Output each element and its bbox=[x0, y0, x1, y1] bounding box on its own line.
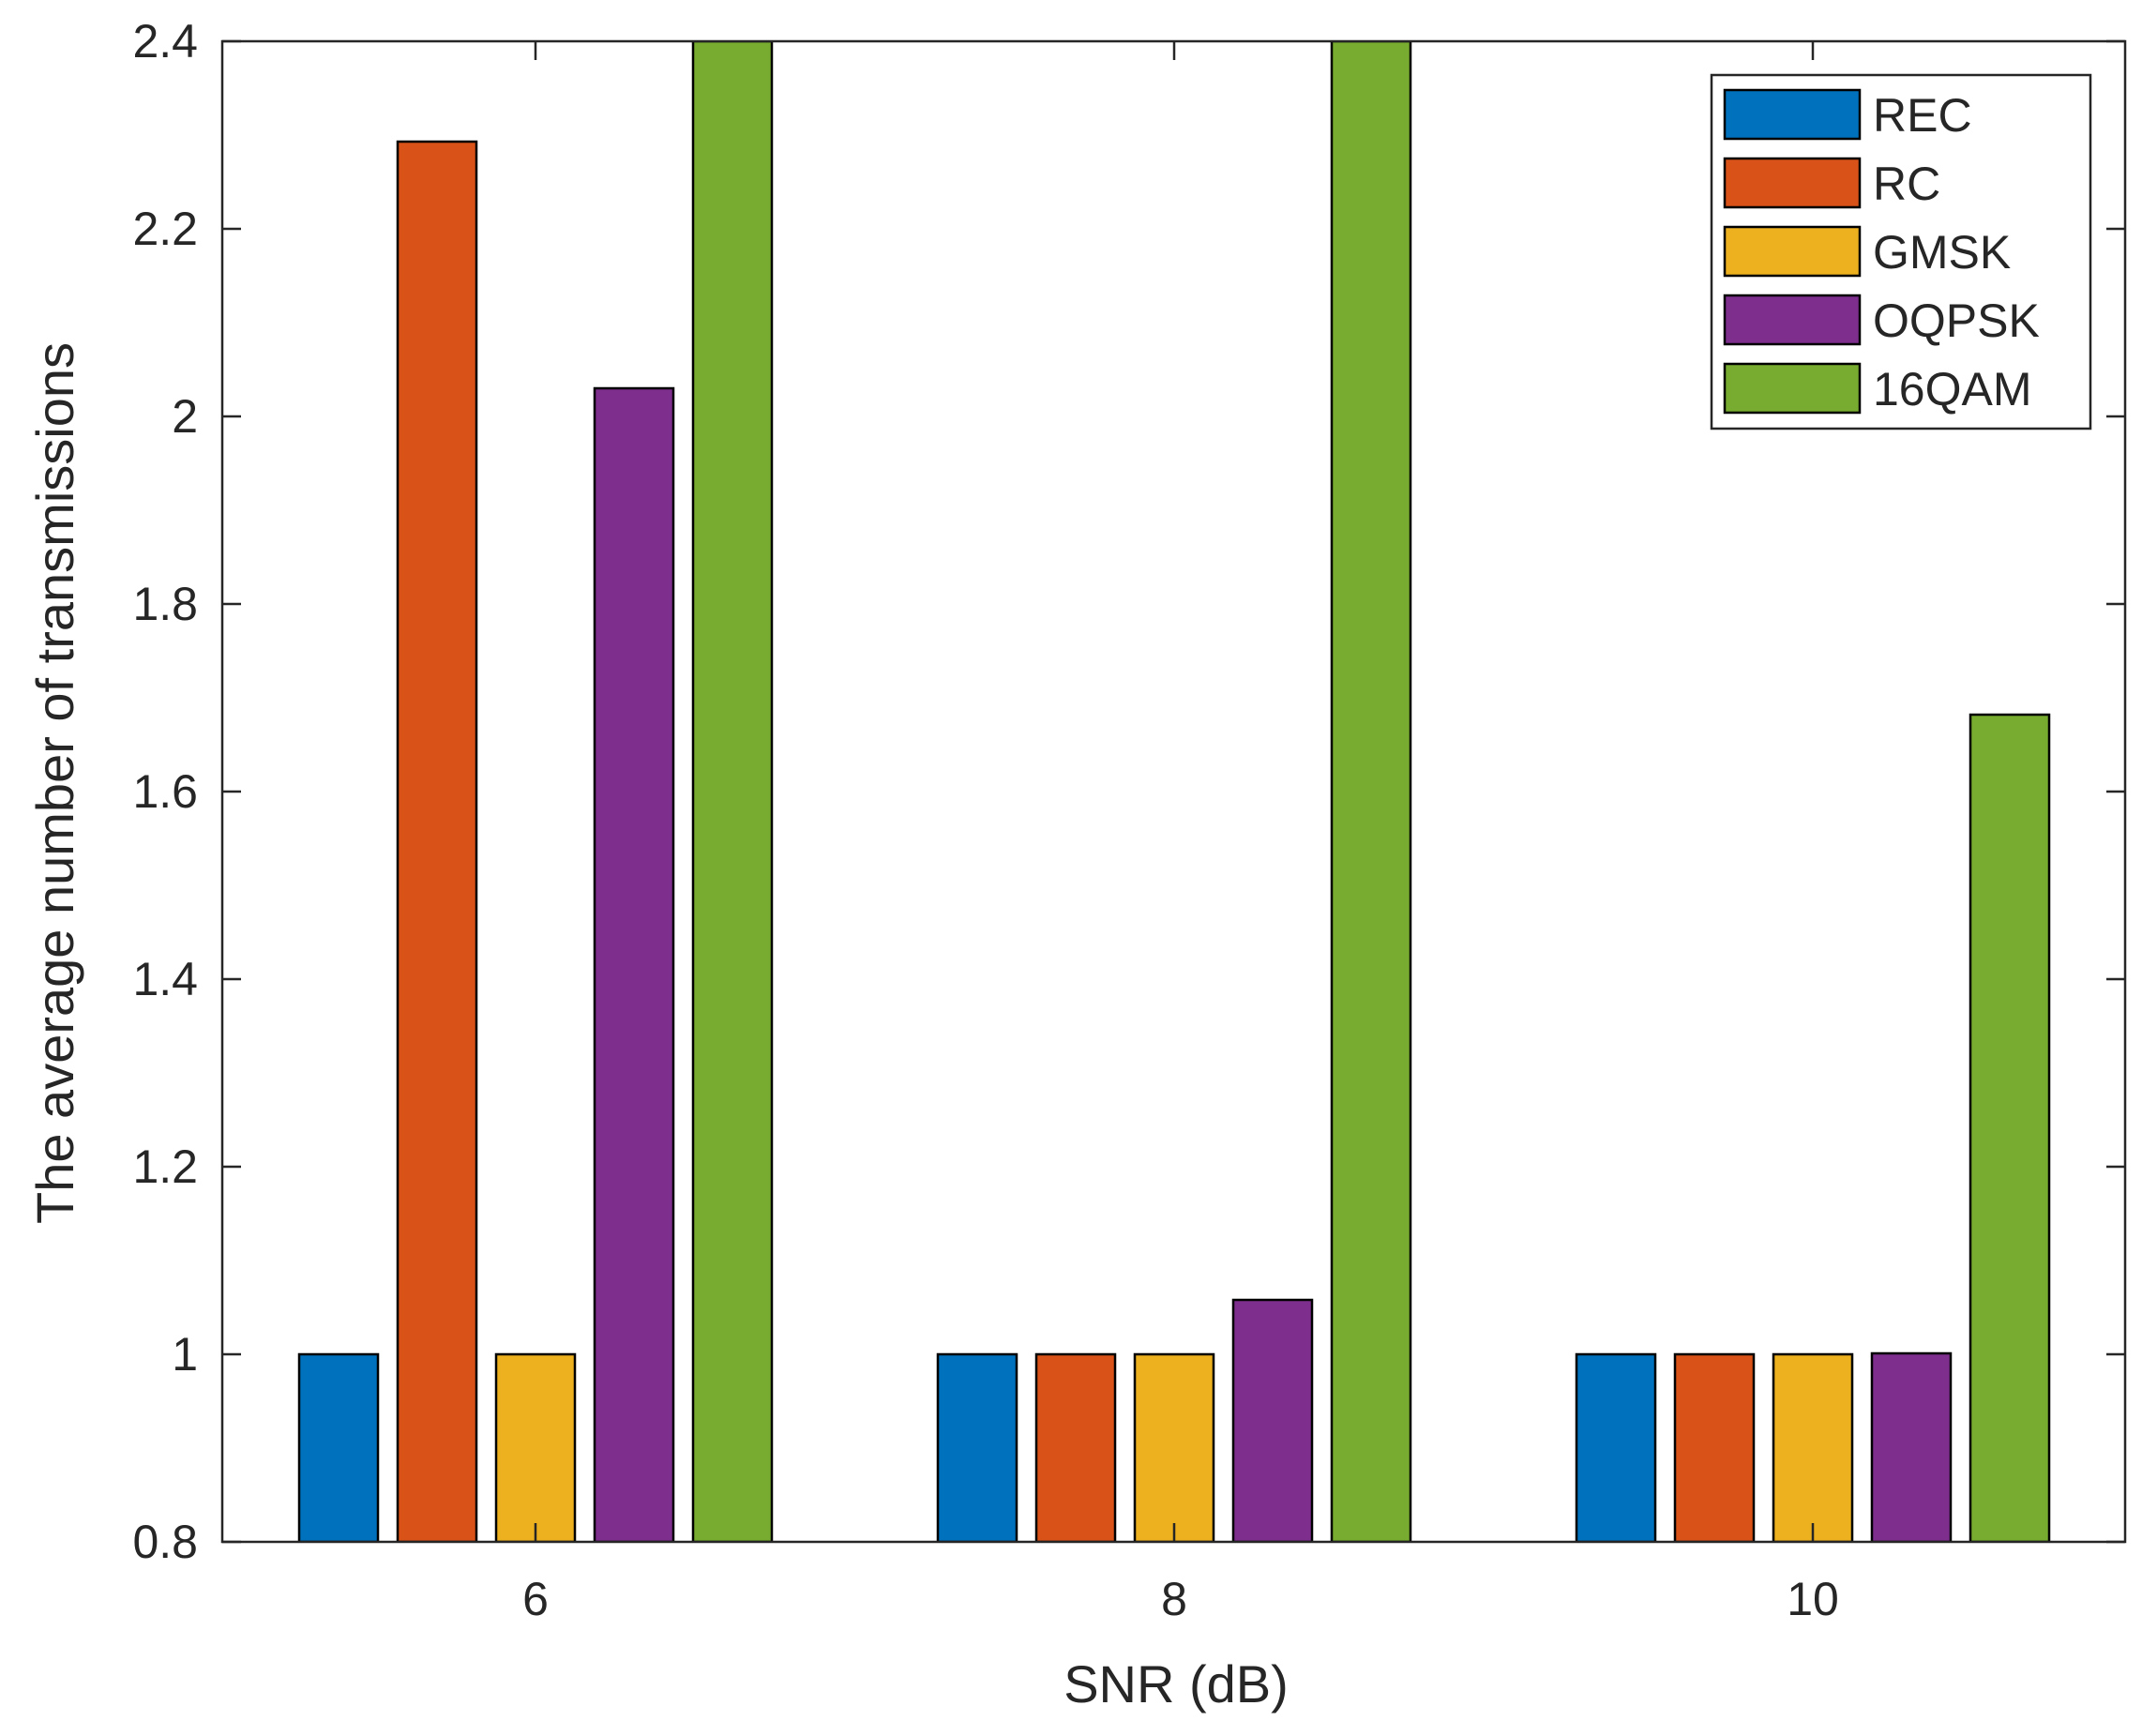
legend: REC RC GMSK OQPSK 16QAM bbox=[1710, 73, 2092, 430]
bar-gmsk-snr-8 bbox=[1133, 1352, 1215, 1542]
bar-rec-snr-10 bbox=[1575, 1352, 1657, 1542]
bar-rc-snr-8 bbox=[1034, 1352, 1117, 1542]
bar-gmsk-snr-10 bbox=[1772, 1352, 1854, 1542]
y-tick-label: 2 bbox=[172, 390, 198, 443]
bar-16qam-snr-8 bbox=[1330, 41, 1412, 1542]
legend-swatch-gmsk bbox=[1723, 225, 1862, 278]
bar-16qam-snr-10 bbox=[1969, 713, 2051, 1542]
bar-rec-snr-6 bbox=[297, 1352, 380, 1542]
bar-rc-snr-6 bbox=[396, 140, 478, 1542]
legend-label-16qam: 16QAM bbox=[1873, 363, 2032, 415]
x-tick-label: 8 bbox=[1161, 1573, 1187, 1625]
legend-swatch-rc bbox=[1723, 157, 1862, 209]
x-tick-label: 10 bbox=[1787, 1573, 1839, 1625]
bar-rec-snr-8 bbox=[936, 1352, 1018, 1542]
bar-oqpsk-snr-8 bbox=[1231, 1298, 1314, 1542]
y-axis-label: The average number of transmissions bbox=[25, 342, 84, 1224]
legend-label-gmsk: GMSK bbox=[1873, 226, 2011, 279]
legend-swatch-16qam bbox=[1723, 362, 1862, 415]
bar-oqpsk-snr-6 bbox=[593, 386, 675, 1542]
y-tick-label: 2.4 bbox=[132, 15, 198, 68]
legend-label-oqpsk: OQPSK bbox=[1873, 294, 2040, 347]
legend-label-rec: REC bbox=[1873, 89, 1972, 142]
y-tick-label: 0.8 bbox=[132, 1516, 198, 1568]
bars-layer bbox=[297, 41, 2051, 1542]
bar-16qam-snr-6 bbox=[691, 41, 774, 1542]
x-axis-label: SNR (dB) bbox=[1063, 1654, 1289, 1713]
legend-label-rc: RC bbox=[1873, 158, 1940, 210]
legend-swatch-oqpsk bbox=[1723, 294, 1862, 346]
bar-gmsk-snr-6 bbox=[494, 1352, 577, 1542]
ticks-layer: 0.8 1 1.2 1.4 1.6 1.8 2 2.2 2.4 6 8 10 bbox=[132, 15, 2125, 1625]
bar-rc-snr-10 bbox=[1673, 1352, 1756, 1542]
y-tick-label: 1 bbox=[172, 1328, 198, 1381]
bar-oqpsk-snr-10 bbox=[1870, 1351, 1953, 1542]
y-tick-label: 1.8 bbox=[132, 578, 198, 630]
y-tick-label: 1.6 bbox=[132, 765, 198, 818]
legend-swatch-rec bbox=[1723, 88, 1862, 141]
y-tick-label: 2.2 bbox=[132, 203, 198, 255]
y-tick-label: 1.2 bbox=[132, 1140, 198, 1193]
x-tick-label: 6 bbox=[522, 1573, 549, 1625]
y-tick-label: 1.4 bbox=[132, 953, 198, 1005]
